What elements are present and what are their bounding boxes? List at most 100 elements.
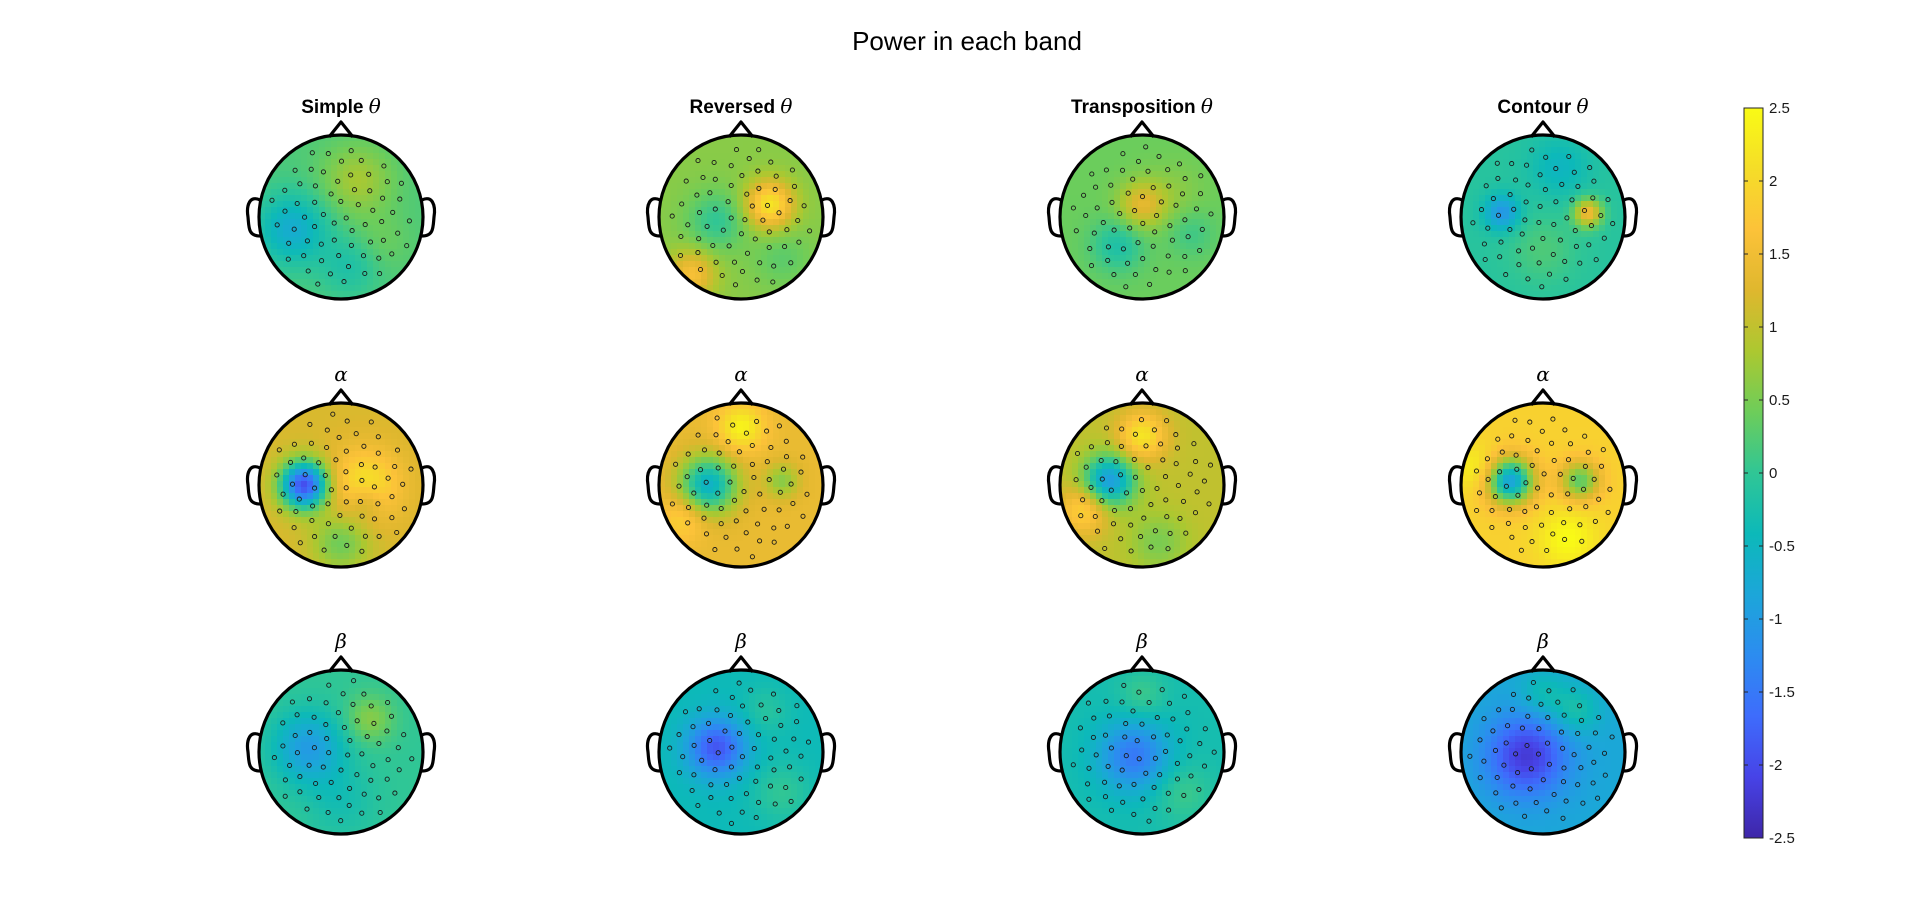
left-ear xyxy=(645,197,661,238)
right-ear xyxy=(821,197,837,238)
left-ear xyxy=(645,732,661,773)
topoplot-r1-c3 xyxy=(1046,120,1238,301)
colorbar-tick-label: 0.5 xyxy=(1769,392,1790,409)
colorbar-tick-label: -1 xyxy=(1769,611,1782,628)
band-label: β xyxy=(334,629,347,653)
electrode-markers xyxy=(1070,682,1217,824)
band-label: α xyxy=(734,362,748,386)
electrode-markers xyxy=(1467,679,1615,821)
head-outline xyxy=(1459,401,1627,569)
head-outline xyxy=(1459,668,1627,836)
head-outline xyxy=(257,133,425,301)
electrode-markers xyxy=(667,680,812,826)
colorbar-tick-label: 1.5 xyxy=(1769,246,1790,263)
topoplot-r1-c2 xyxy=(645,120,837,301)
nose xyxy=(727,655,755,673)
left-ear xyxy=(245,732,261,773)
band-label: α xyxy=(334,362,348,386)
head-outline xyxy=(1058,133,1226,301)
head-outline xyxy=(1459,133,1627,301)
colorbar-tick-label: 2 xyxy=(1769,173,1777,190)
right-ear xyxy=(421,732,437,773)
colorbar-tick-label: -2.5 xyxy=(1769,830,1795,847)
left-ear xyxy=(245,465,261,506)
right-ear xyxy=(421,197,437,238)
band-label: α xyxy=(1135,362,1149,386)
right-ear xyxy=(1623,465,1639,506)
topoplot-r3-c3: β xyxy=(1046,629,1238,836)
left-ear xyxy=(1046,197,1062,238)
right-ear xyxy=(1623,732,1639,773)
topoplot-r3-c4: β xyxy=(1447,629,1639,836)
right-ear xyxy=(421,465,437,506)
electrode-markers xyxy=(669,147,813,288)
head-outline xyxy=(657,133,825,301)
scalp-field xyxy=(659,403,823,567)
topoplot-r1-c4 xyxy=(1447,120,1639,301)
left-ear xyxy=(645,465,661,506)
head-outline xyxy=(1058,668,1226,836)
colorbar-tick-label: 1 xyxy=(1769,319,1777,336)
nose xyxy=(1529,655,1557,673)
right-ear xyxy=(821,465,837,506)
colorbar-tick-label: 0 xyxy=(1769,465,1777,482)
band-label: α xyxy=(1536,362,1550,386)
scalp-field xyxy=(259,670,423,834)
electrode-markers xyxy=(274,411,414,554)
topoplot-r2-c2: α xyxy=(645,362,837,569)
band-label: β xyxy=(1135,629,1148,653)
left-ear xyxy=(1447,465,1463,506)
right-ear xyxy=(1222,465,1238,506)
head-outline xyxy=(257,668,425,836)
column-title-simple: Simple θ xyxy=(301,94,381,118)
nose xyxy=(727,120,755,138)
colorbar-tick-label: -0.5 xyxy=(1769,538,1795,555)
left-ear xyxy=(1447,197,1463,238)
nose xyxy=(327,655,355,673)
nose xyxy=(1128,120,1156,138)
nose xyxy=(327,120,355,138)
right-ear xyxy=(1222,732,1238,773)
topoplot-r3-c2: β xyxy=(645,629,837,836)
colorbar-tick-label: -1.5 xyxy=(1769,684,1795,701)
head-outline xyxy=(657,668,825,836)
topoplot-r3-c1: β xyxy=(245,629,437,836)
nose xyxy=(727,388,755,406)
right-ear xyxy=(821,732,837,773)
electrode-markers xyxy=(669,415,810,560)
nose xyxy=(1529,388,1557,406)
electrode-markers xyxy=(1070,144,1214,290)
head-outline xyxy=(1058,401,1226,569)
right-ear xyxy=(1623,197,1639,238)
nose xyxy=(1128,388,1156,406)
right-ear xyxy=(1222,197,1238,238)
electrode-markers xyxy=(271,678,415,824)
colorbar-tick-label: -2 xyxy=(1769,757,1782,774)
topoplot-r2-c4: α xyxy=(1447,362,1639,569)
head-outline xyxy=(257,401,425,569)
nose xyxy=(1128,655,1156,673)
scalp-field xyxy=(1060,403,1224,567)
electrode-markers xyxy=(1073,417,1214,554)
left-ear xyxy=(1046,732,1062,773)
topoplot-r2-c3: α xyxy=(1046,362,1238,569)
left-ear xyxy=(245,197,261,238)
nose xyxy=(327,388,355,406)
electrode-markers xyxy=(1470,147,1616,290)
head-outline xyxy=(657,401,825,569)
figure-title: Power in each band xyxy=(852,26,1082,56)
colorbar-tick-label: 2.5 xyxy=(1769,100,1790,117)
electrode-markers xyxy=(269,148,412,287)
column-title-transposition: Transposition θ xyxy=(1071,94,1213,118)
topoplot-r1-c1 xyxy=(245,120,437,301)
left-ear xyxy=(1046,465,1062,506)
colorbar: 2.5 2 1.5 1 0.5 0 -0.5 -1 -1.5 -2 -2.5 xyxy=(1743,100,1795,847)
topoplot-r2-c1: α xyxy=(245,362,437,569)
topoplot-grid: Simple θ Reversed θ Transposition θ Contour… xyxy=(245,94,1639,836)
band-label: β xyxy=(1536,629,1549,653)
electrode-markers xyxy=(1473,416,1613,554)
column-title-contour: Contour θ xyxy=(1497,94,1588,118)
column-title-reversed: Reversed θ xyxy=(690,94,793,118)
left-ear xyxy=(1447,732,1463,773)
